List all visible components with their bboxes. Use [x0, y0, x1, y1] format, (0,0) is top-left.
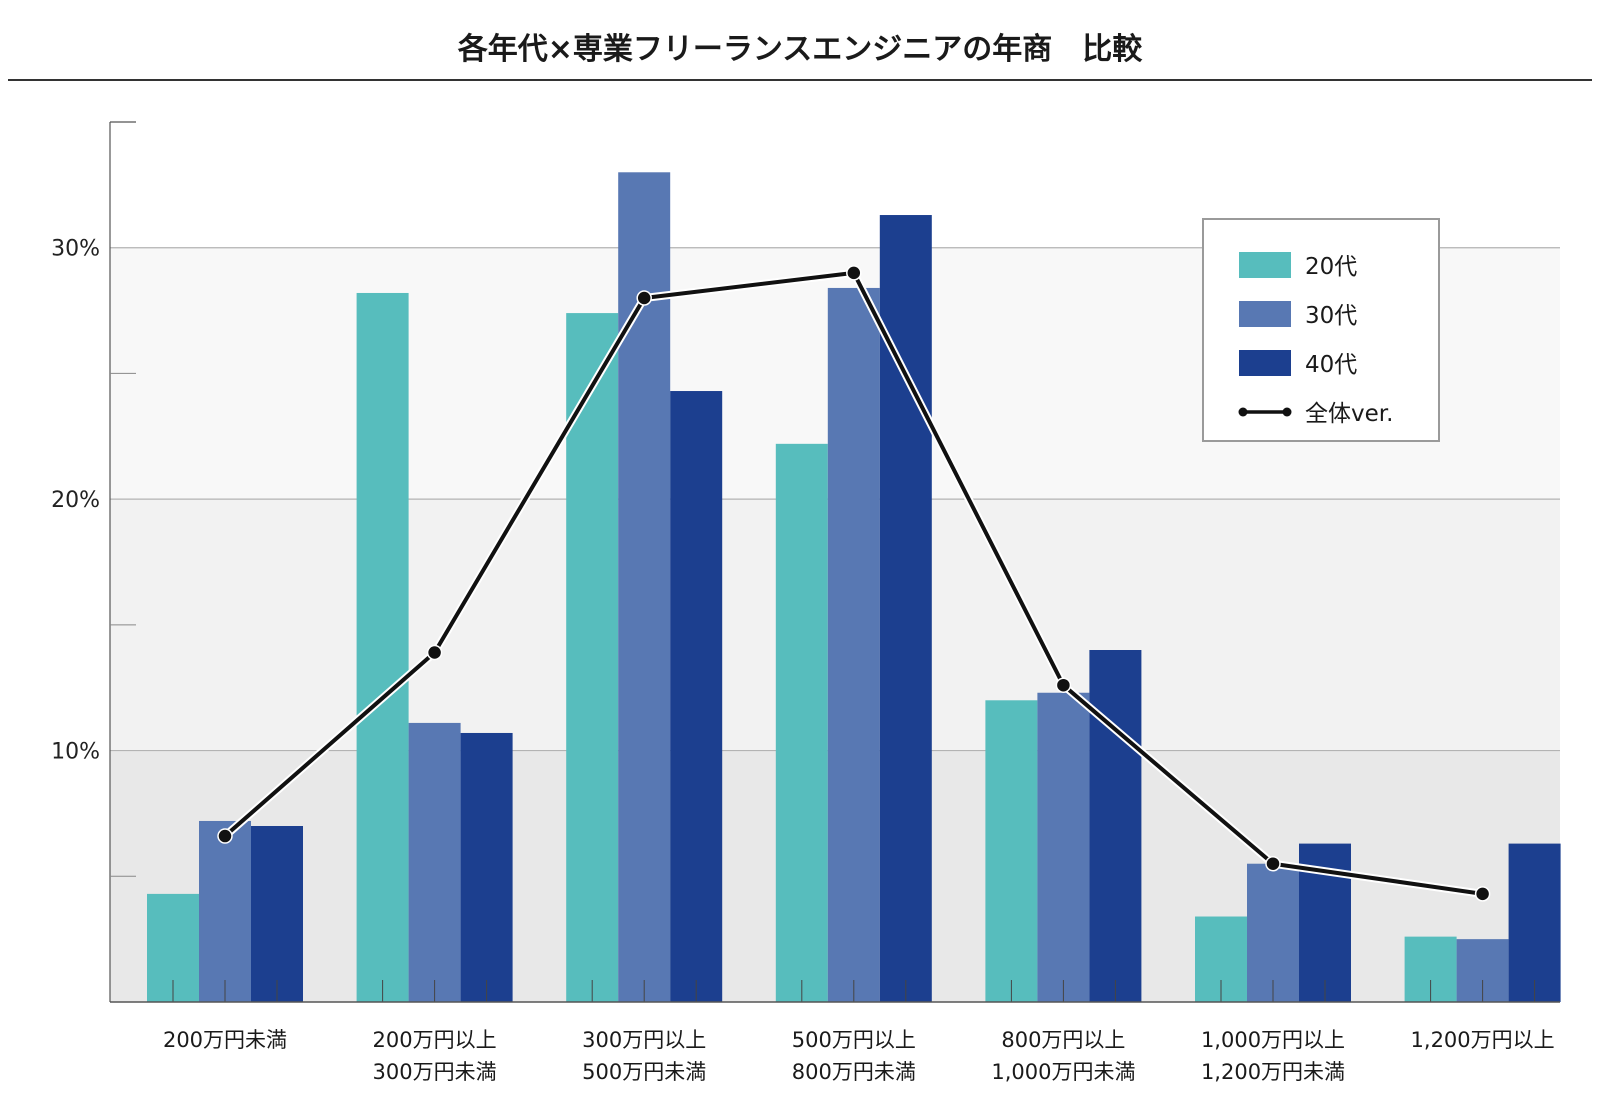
bar	[1508, 843, 1561, 1002]
x-tick-label: 1,000万円未満	[991, 1060, 1135, 1084]
x-tick-label: 200万円未満	[163, 1028, 287, 1052]
bar	[408, 722, 461, 1002]
bar	[356, 292, 409, 1002]
x-tick-label: 300万円以上	[582, 1028, 706, 1052]
legend-swatch	[1239, 350, 1291, 376]
x-tick-label: 500万円以上	[792, 1028, 916, 1052]
legend-label: 40代	[1305, 352, 1357, 378]
x-tick-label: 500万円未満	[582, 1060, 706, 1084]
legend-label: 全体ver.	[1305, 401, 1393, 427]
x-tick-label: 1,000万円以上	[1201, 1028, 1345, 1052]
y-tick-label: 20%	[51, 488, 100, 513]
bar	[618, 172, 671, 1003]
legend-label: 30代	[1305, 303, 1357, 329]
bar	[985, 700, 1038, 1002]
line-point	[426, 644, 443, 661]
legend-swatch	[1239, 301, 1291, 327]
x-tick-label: 1,200万円以上	[1411, 1028, 1555, 1052]
legend-label: 20代	[1305, 254, 1357, 280]
bar	[566, 313, 619, 1003]
legend-line-marker	[1238, 407, 1248, 417]
line-point	[846, 265, 862, 281]
bar	[1037, 692, 1090, 1002]
line-point	[217, 828, 233, 844]
bar	[460, 732, 513, 1002]
x-tick-label: 800万円未満	[792, 1060, 916, 1084]
x-tick-label: 300万円未満	[373, 1060, 497, 1084]
bar	[199, 820, 251, 1002]
y-tick-label: 10%	[51, 740, 100, 765]
line-point	[1055, 677, 1072, 693]
line-point	[1474, 886, 1491, 902]
bar	[1247, 863, 1299, 1002]
bar	[775, 443, 828, 1002]
legend-line-marker	[1282, 407, 1292, 417]
title-rule	[8, 79, 1592, 81]
y-tick-label: 30%	[51, 237, 100, 262]
line-point	[1265, 855, 1281, 872]
x-tick-label: 200万円以上	[373, 1028, 497, 1052]
legend-swatch	[1239, 252, 1291, 278]
chart-title: 各年代×専業フリーランスエンジニアの年商 比較	[457, 32, 1143, 67]
x-tick-label: 800万円以上	[1001, 1028, 1125, 1052]
bar	[827, 287, 880, 1002]
bar	[670, 391, 723, 1002]
x-tick-label: 1,200万円未満	[1201, 1060, 1345, 1084]
line-point	[636, 290, 652, 306]
bar	[251, 826, 303, 1002]
bar	[1089, 650, 1142, 1002]
